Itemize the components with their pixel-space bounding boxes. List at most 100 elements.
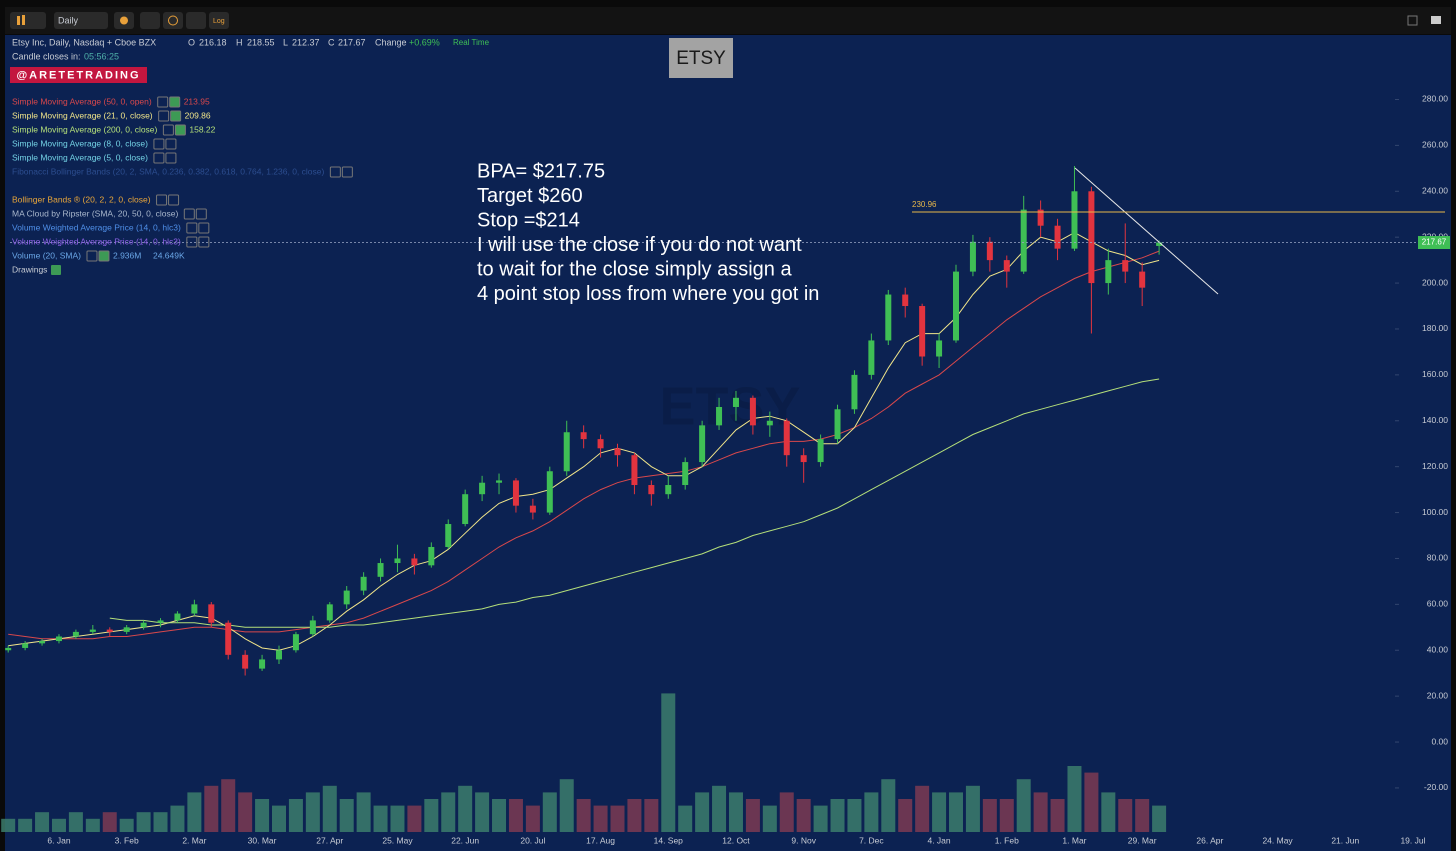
x-tick-label: 22. Jun: [451, 835, 479, 845]
volume-bar: [932, 792, 947, 832]
icon: [120, 16, 128, 25]
candle-body: [326, 604, 333, 621]
legend-icon: [186, 222, 198, 234]
x-tick-label: 1. Mar: [1062, 835, 1086, 845]
candle-body: [1071, 191, 1078, 249]
candle-body: [496, 480, 503, 483]
volume-bar: [221, 779, 236, 832]
volume-bar: [441, 792, 456, 832]
y-tick-label: 280.00: [1422, 94, 1448, 104]
volume-bar: [102, 812, 117, 832]
candle-body: [5, 647, 12, 651]
legend-icon: [158, 110, 170, 122]
legend-icon: [86, 250, 98, 262]
close-label: C: [328, 37, 335, 47]
legend-icon: [170, 110, 182, 122]
volume-bar: [170, 805, 185, 832]
low-label: L: [283, 37, 288, 47]
candle-body: [699, 425, 706, 463]
symbol-name: Etsy Inc, Daily, Nasdaq + Cboe BZX: [12, 37, 156, 47]
volume-bar: [1152, 805, 1167, 832]
legend-label: Simple Moving Average (5, 0, close): [12, 152, 148, 162]
candle-body: [462, 494, 469, 525]
candle-body: [276, 650, 282, 660]
legend-label: Volume (20, SMA): [12, 250, 81, 260]
volume-bar: [68, 812, 83, 832]
legend-icon: [329, 166, 341, 178]
candle-body: [783, 420, 790, 456]
candle-body: [885, 294, 892, 341]
last-price-tag: [1418, 236, 1450, 250]
log-button[interactable]: [209, 12, 229, 29]
indicator-button[interactable]: [140, 12, 160, 29]
volume-bar: [661, 693, 676, 832]
legend-label: Simple Moving Average (8, 0, close): [12, 138, 148, 148]
replay-button[interactable]: [163, 12, 183, 29]
x-tick-label: 3. Feb: [115, 835, 139, 845]
change-label: Change: [375, 37, 407, 47]
y-tick-label: 0.00: [1431, 736, 1448, 746]
moving-average-line: [8, 250, 1160, 640]
volume-bar: [136, 812, 151, 832]
legend-value: 213.95: [184, 96, 210, 106]
legend-label: Drawings: [12, 264, 47, 274]
fullscreen-button[interactable]: [1407, 15, 1418, 26]
x-tick-label: 6. Jan: [47, 835, 70, 845]
icon: [17, 16, 20, 25]
volume-bar: [390, 805, 405, 832]
y-tick-label: 120.00: [1422, 461, 1448, 471]
volume-bar: [85, 818, 100, 832]
candle-body: [800, 455, 807, 463]
icon: [168, 15, 178, 26]
candle-body: [766, 420, 773, 426]
legend-icon: [153, 152, 165, 164]
y-tick-label: 100.00: [1422, 507, 1448, 517]
legend-icon: [156, 194, 168, 206]
legend-icon: [165, 152, 177, 164]
volume-bar: [1135, 799, 1150, 832]
candle-body: [902, 294, 909, 307]
volume-bar: [1, 818, 16, 832]
volume-bar: [204, 785, 219, 832]
x-tick-label: 14. Sep: [654, 835, 684, 845]
draw-button[interactable]: [186, 12, 206, 29]
candle-body: [953, 271, 959, 341]
plot-background: [5, 35, 1451, 851]
high-value: 218.55: [247, 37, 275, 47]
interval-dropdown[interactable]: [54, 12, 108, 29]
volume-bar: [407, 805, 422, 832]
chart-type-button[interactable]: [10, 12, 46, 29]
volume-bar: [339, 799, 354, 832]
volume-bar: [475, 792, 490, 832]
x-tick-label: 17. Aug: [586, 835, 615, 845]
legend-icon: [162, 124, 174, 136]
plot: [1, 166, 1167, 832]
annotation-line: BPA= $217.75: [477, 160, 605, 182]
volume-bar: [762, 805, 777, 832]
candle-body: [851, 374, 858, 410]
volume-bar: [847, 799, 862, 832]
legend-icon: [51, 265, 61, 275]
legend-icon: [165, 138, 177, 150]
x-tick-label: 30. Mar: [248, 835, 277, 845]
realtime-label: Real Time: [453, 38, 490, 47]
candle-body: [208, 604, 215, 623]
x-tick-label: 27. Apr: [316, 835, 343, 845]
legend-value: 2.936M: [113, 250, 141, 260]
log-label: Log: [213, 18, 225, 25]
volume-bar: [898, 799, 913, 832]
volume-bar: [745, 799, 760, 832]
volume-bar: [678, 805, 693, 832]
candle-body: [1054, 225, 1061, 249]
volume-bar: [458, 785, 473, 832]
volume-bar: [1118, 799, 1133, 832]
legend-icon: [198, 236, 210, 248]
low-value: 212.37: [292, 37, 320, 47]
candle-body: [631, 455, 638, 486]
candle-body: [377, 563, 384, 577]
legend-label: Fibonacci Bollinger Bands (20, 2, SMA, 0…: [12, 166, 325, 176]
interval-label: Daily: [58, 15, 79, 25]
camera-button[interactable]: [1431, 16, 1441, 24]
volume-bar: [1067, 766, 1082, 832]
